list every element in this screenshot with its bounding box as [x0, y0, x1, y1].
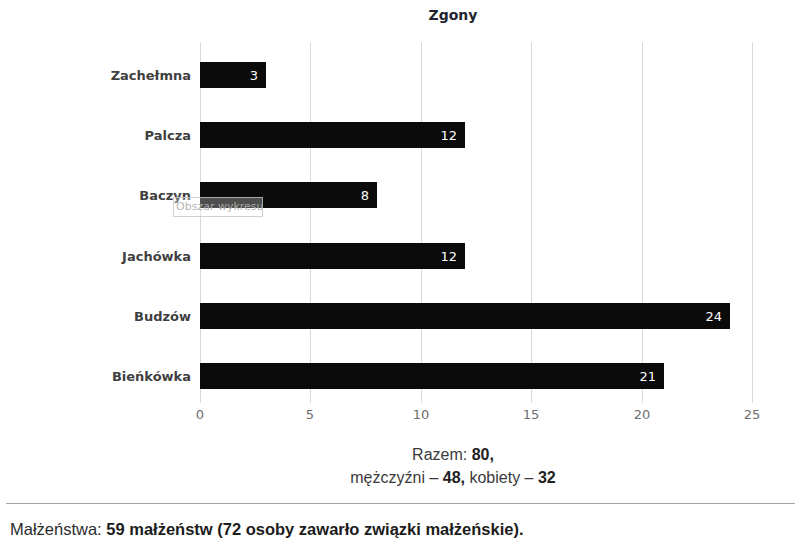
bar-value-label: 3	[250, 68, 266, 83]
bar-row: Budzów 24	[0, 286, 795, 346]
bar-row: Jachówka 12	[0, 226, 795, 286]
category-label: Budzów	[0, 309, 200, 324]
page: Zgony Zachełmna 3 Palcza 12 Baczyn 8 Jachówka 1…	[0, 0, 795, 550]
plot-area-tooltip: Obszar wykresu	[173, 197, 263, 217]
bar[interactable]: 21	[200, 363, 664, 389]
bar-track: 12	[200, 122, 752, 148]
bar-row: Baczyn 8	[0, 165, 795, 225]
category-label: Zachełmna	[0, 68, 200, 83]
bar-track: 24	[200, 303, 752, 329]
bar-value-label: 12	[440, 128, 465, 143]
bar-track: 12	[200, 243, 752, 269]
bar-track: 21	[200, 363, 752, 389]
bar[interactable]: 3	[200, 62, 266, 88]
bar-row: Zachełmna 3	[0, 45, 795, 105]
chart-summary: Razem: 80, mężczyźni – 48, kobiety – 32	[113, 443, 793, 489]
bar-value-label: 12	[440, 249, 465, 264]
bar-value-label: 8	[361, 188, 377, 203]
x-tick-label: 20	[634, 407, 651, 422]
x-tick-label: 10	[413, 407, 430, 422]
x-axis: 0510152025	[200, 407, 752, 425]
bar[interactable]: 12	[200, 122, 465, 148]
summary-line-breakdown: mężczyźni – 48, kobiety – 32	[113, 466, 793, 489]
bar[interactable]: 24	[200, 303, 730, 329]
summary-line-total: Razem: 80,	[113, 443, 793, 466]
marriages-note: Małżeństwa: 59 małżeństw (72 osoby zawar…	[10, 518, 790, 540]
bar-value-label: 24	[705, 309, 730, 324]
x-tick-label: 15	[523, 407, 540, 422]
x-tick-label: 0	[196, 407, 204, 422]
x-tick-label: 25	[744, 407, 761, 422]
bar-track: 8	[200, 182, 752, 208]
bar-track: 3	[200, 62, 752, 88]
category-label: Palcza	[0, 128, 200, 143]
bar-chart: Zachełmna 3 Palcza 12 Baczyn 8 Jachówka 12 Budzó…	[0, 42, 795, 403]
bar[interactable]: 12	[200, 243, 465, 269]
x-tick-label: 5	[306, 407, 314, 422]
bar-value-label: 21	[639, 369, 664, 384]
category-label: Baczyn	[0, 188, 200, 203]
chart-title: Zgony	[113, 7, 793, 23]
category-label: Jachówka	[0, 249, 200, 264]
bar-row: Palcza 12	[0, 105, 795, 165]
bar-row: Bieńkówka 21	[0, 346, 795, 406]
category-label: Bieńkówka	[0, 369, 200, 384]
horizontal-divider	[6, 503, 795, 504]
